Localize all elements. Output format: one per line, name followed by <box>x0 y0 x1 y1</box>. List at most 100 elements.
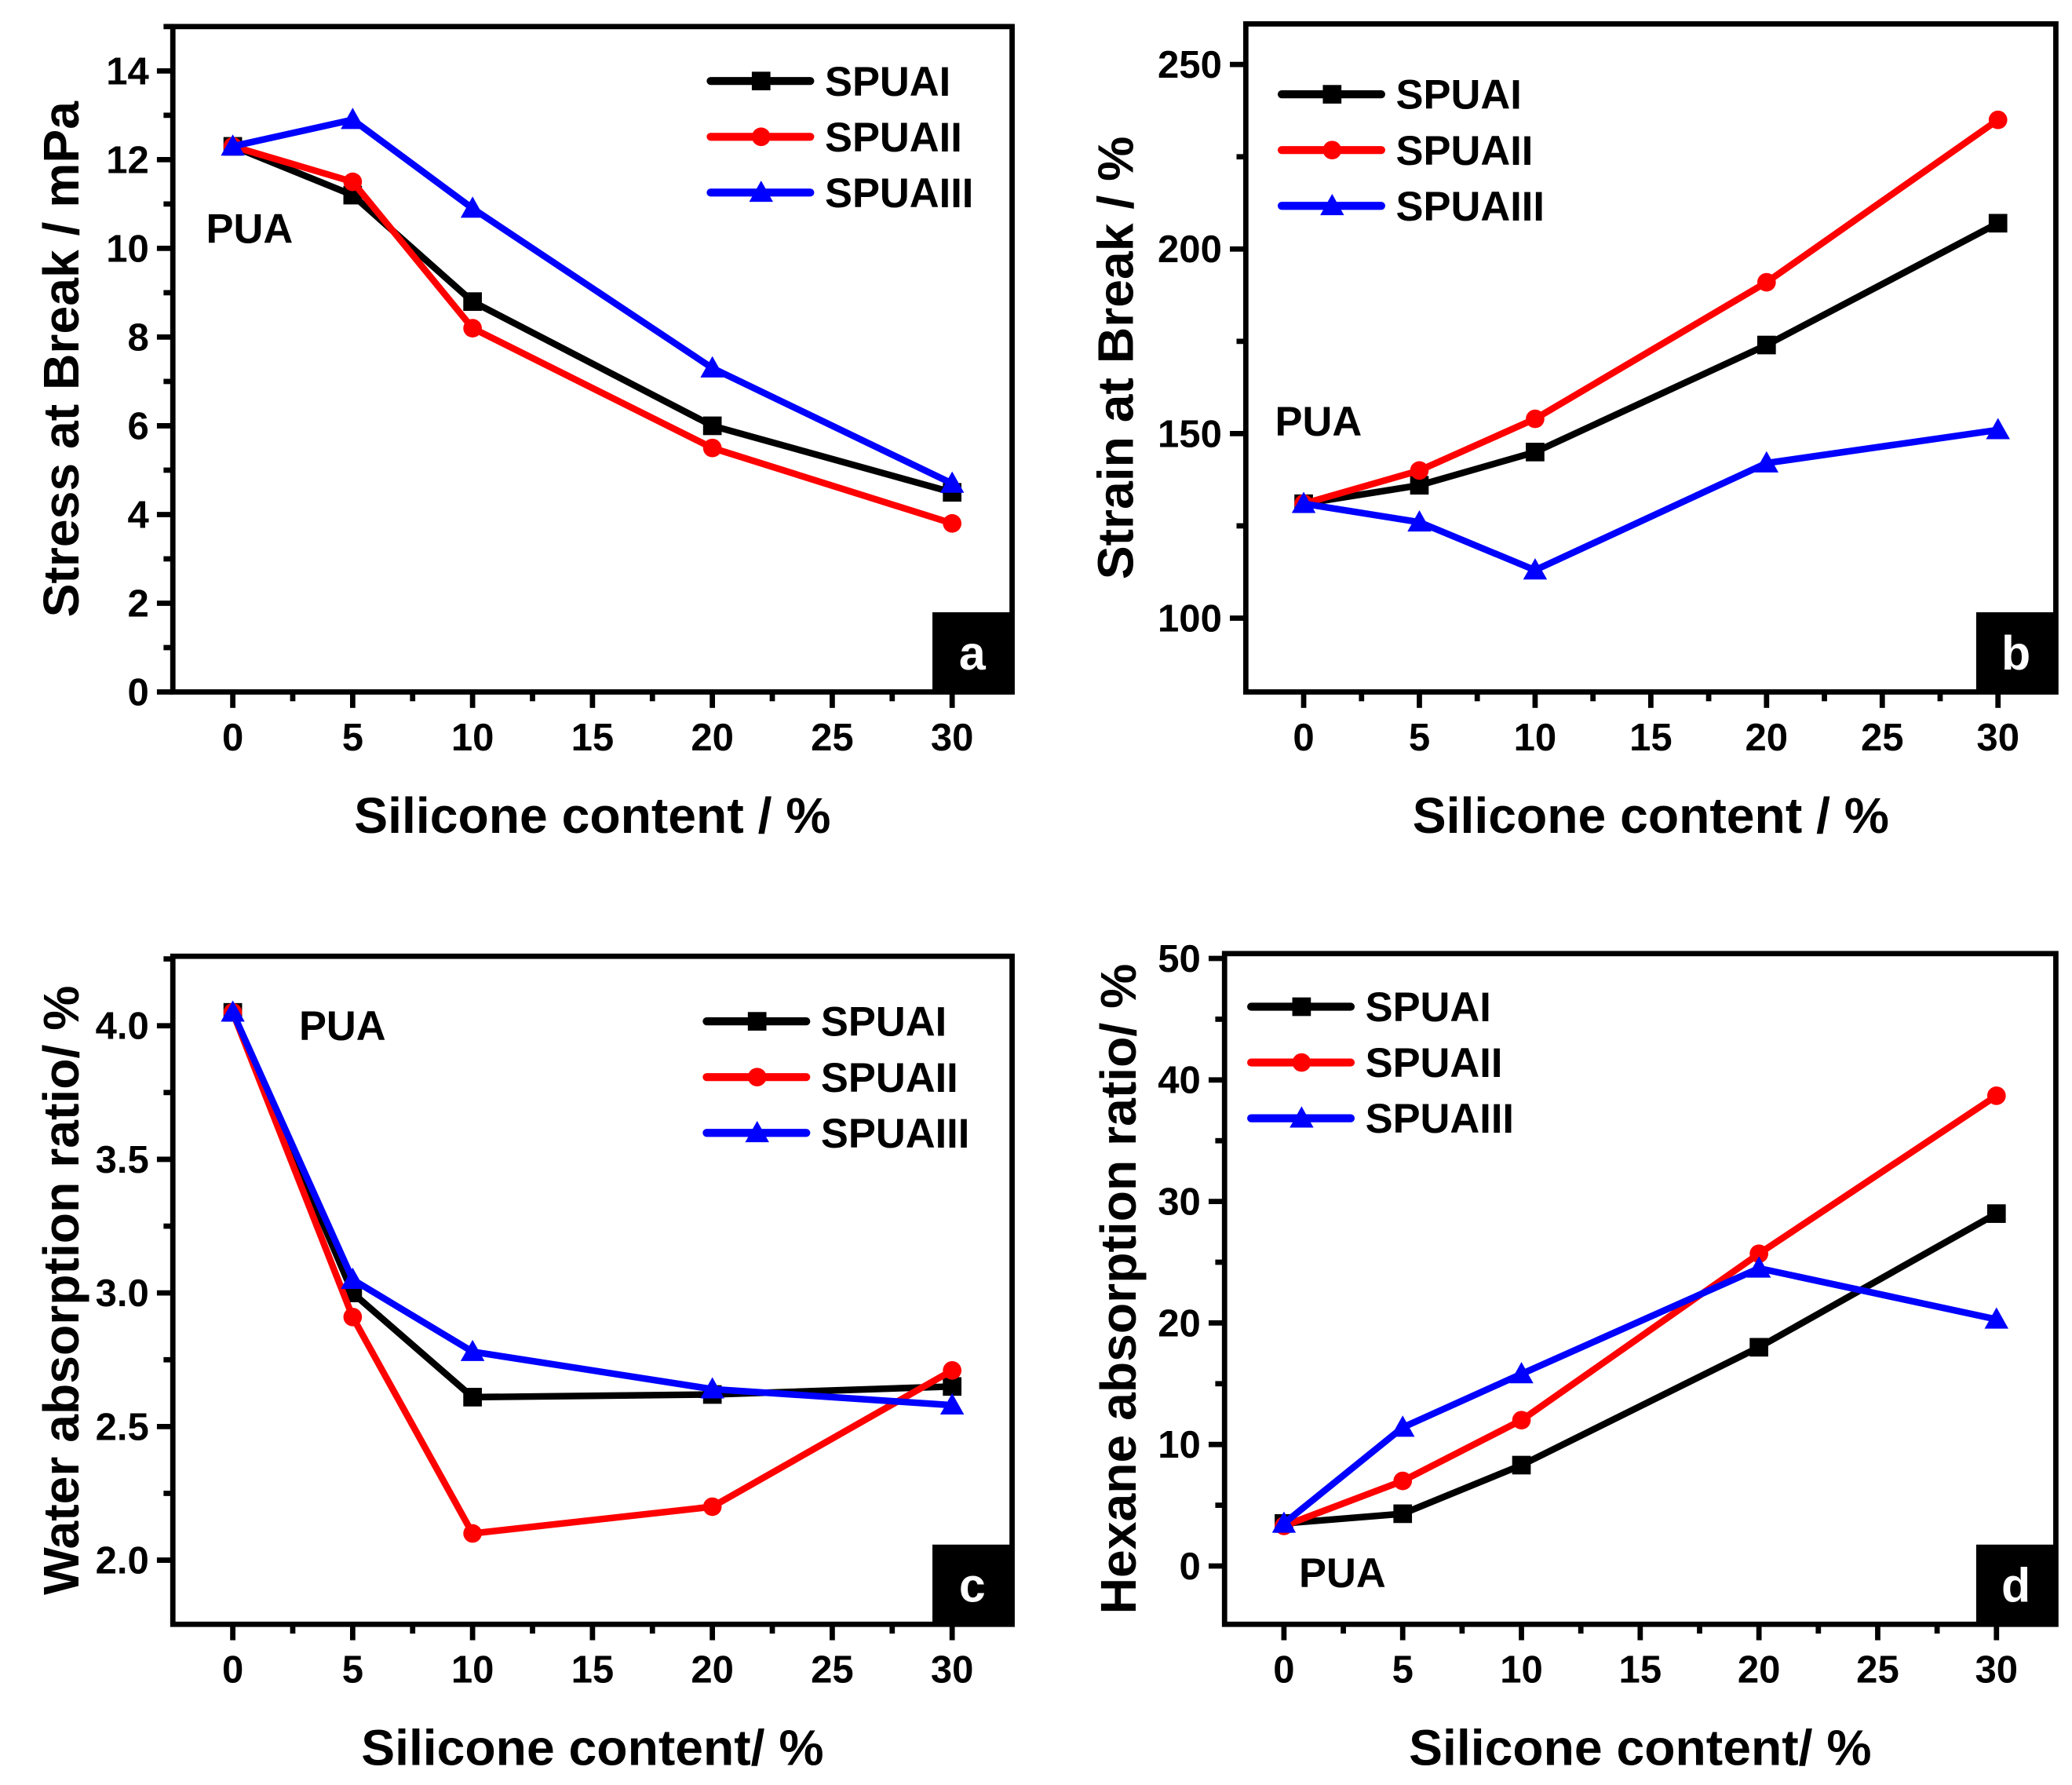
legend-entry-SPUAIII: SPUAIII <box>1277 184 1545 230</box>
legend-entry-SPUAIII: SPUAIII <box>702 1112 969 1157</box>
data-point-square <box>1749 1338 1768 1357</box>
legend-label: SPUAII <box>821 1056 958 1101</box>
series-SPUAIII <box>221 108 965 493</box>
y-tick-label: 8 <box>127 316 148 359</box>
data-point-circle <box>1988 110 2008 130</box>
data-point-circle <box>463 319 482 338</box>
x-tick-label: 10 <box>451 717 494 759</box>
data-point-circle <box>1393 1471 1413 1491</box>
panel-label: c <box>959 1559 986 1612</box>
series-SPUAIII <box>1291 418 2010 580</box>
data-point-triangle <box>460 196 485 218</box>
pua-annotation: PUA <box>299 1004 386 1049</box>
legend-entry-SPUAIII: SPUAIII <box>1247 1097 1514 1142</box>
data-point-triangle <box>1986 418 2010 440</box>
x-tick-label: 25 <box>811 717 854 759</box>
x-axis-label: Silicone content/ % <box>1409 1720 1871 1776</box>
data-point-square <box>747 1012 767 1031</box>
data-point-circle <box>1322 141 1342 160</box>
series-SPUAI <box>1275 1204 2006 1533</box>
panel-label: b <box>2001 626 2030 680</box>
pua-annotation: PUA <box>1275 400 1362 445</box>
y-axis-label: Strain at Break / % <box>1088 137 1144 579</box>
plot-frame <box>1221 951 2059 1627</box>
data-point-square <box>463 1388 482 1407</box>
plot-frame <box>1242 21 2059 695</box>
data-point-circle <box>1986 1086 2006 1105</box>
data-point-circle <box>1512 1411 1531 1430</box>
data-point-triangle <box>700 1377 724 1399</box>
panel-c: 0 5 10 15 20 25 30 2.0 2.5 3.0 3.5 4.0 Silicone cont… <box>33 953 1015 1776</box>
y-axis-label: Water absorption ratio/ % <box>33 986 89 1595</box>
x-tick-label: 10 <box>1500 1649 1543 1692</box>
data-point-square <box>1988 214 2008 233</box>
data-point-triangle <box>749 181 773 203</box>
data-point-circle <box>1756 272 1776 292</box>
x-axis-label: Silicone content / % <box>1413 787 1889 844</box>
data-point-square <box>1292 997 1311 1017</box>
y-tick-label: 12 <box>106 139 149 181</box>
data-point-square <box>1410 476 1429 495</box>
x-tick-label: 10 <box>1514 717 1557 759</box>
data-point-triangle <box>1523 558 1548 580</box>
data-point-square <box>1756 335 1776 355</box>
x-tick-label: 5 <box>342 1649 363 1692</box>
legend-entry-SPUAII: SPUAII <box>1247 1041 1502 1086</box>
data-point-triangle <box>1290 1106 1314 1128</box>
y-tick-label: 40 <box>1158 1060 1201 1102</box>
series-line <box>1303 426 1999 574</box>
y-tick-label: 0 <box>127 671 148 714</box>
data-point-circle <box>1410 461 1429 480</box>
data-point-circle <box>702 438 722 458</box>
x-tick-label: 20 <box>691 1649 734 1692</box>
x-tick-label: 30 <box>1975 1649 2018 1692</box>
legend-label: SPUAIII <box>821 1112 969 1157</box>
data-point-circle <box>1749 1244 1768 1264</box>
x-axis-label: Silicone content / % <box>354 787 830 844</box>
series-line <box>1282 1093 1999 1529</box>
legend-label: SPUAI <box>1366 985 1491 1031</box>
y-tick-label: 20 <box>1158 1302 1201 1345</box>
y-tick-label: 200 <box>1158 228 1222 271</box>
data-point-triangle <box>341 1267 365 1289</box>
data-point-triangle <box>221 1000 245 1022</box>
data-point-circle <box>943 513 962 533</box>
x-tick-label: 15 <box>1629 717 1673 759</box>
y-tick-label: 2 <box>127 582 148 625</box>
legend-entry-SPUAI: SPUAI <box>706 60 950 105</box>
data-point-triangle <box>939 471 965 493</box>
panel-b: 0 5 10 15 20 25 30 100 150 200 250 Silicone content… <box>1088 21 2059 844</box>
series-SPUAIII <box>1271 1256 2009 1533</box>
y-tick-label: 4 <box>127 494 149 536</box>
data-point-square <box>1526 443 1545 462</box>
y-tick-label: 3.5 <box>96 1139 149 1181</box>
x-tick-label: 30 <box>931 717 974 759</box>
data-point-circle <box>1292 1053 1311 1072</box>
x-tick-label: 20 <box>1738 1649 1781 1692</box>
series-SPUAII <box>223 1002 962 1543</box>
panel-a: 0 5 10 15 20 25 30 0 2 4 6 8 10 12 14 Silicone content … <box>33 24 1015 844</box>
data-point-circle <box>463 1524 482 1543</box>
y-tick-label: 3.0 <box>96 1272 149 1315</box>
x-tick-label: 25 <box>811 1649 854 1692</box>
data-point-triangle <box>1509 1362 1534 1384</box>
x-tick-label: 5 <box>1392 1649 1414 1692</box>
y-tick-label: 0 <box>1180 1546 1201 1588</box>
panel-label: a <box>959 626 987 680</box>
legend-label: SPUAIII <box>1396 184 1545 230</box>
panel-label-box <box>932 611 1012 692</box>
x-tick-label: 5 <box>342 717 363 759</box>
series-SPUAI <box>1294 214 2008 513</box>
legend-label: SPUAIII <box>1366 1097 1514 1142</box>
panel-d: 0 5 10 15 20 25 30 0 10 20 30 40 50 Silicone content/… <box>1090 938 2059 1776</box>
data-point-square <box>702 416 722 436</box>
x-tick-label: 20 <box>1746 717 1789 759</box>
x-tick-label: 0 <box>222 1649 243 1692</box>
x-tick-label: 0 <box>222 717 243 759</box>
x-tick-label: 15 <box>571 1649 615 1692</box>
legend-label: SPUAIII <box>825 171 973 217</box>
series-SPUAIII <box>221 1000 965 1414</box>
legend-entry-SPUAI: SPUAI <box>1247 985 1491 1031</box>
legend-entry-SPUAI: SPUAI <box>702 1000 947 1046</box>
x-tick-label: 0 <box>1293 717 1314 759</box>
